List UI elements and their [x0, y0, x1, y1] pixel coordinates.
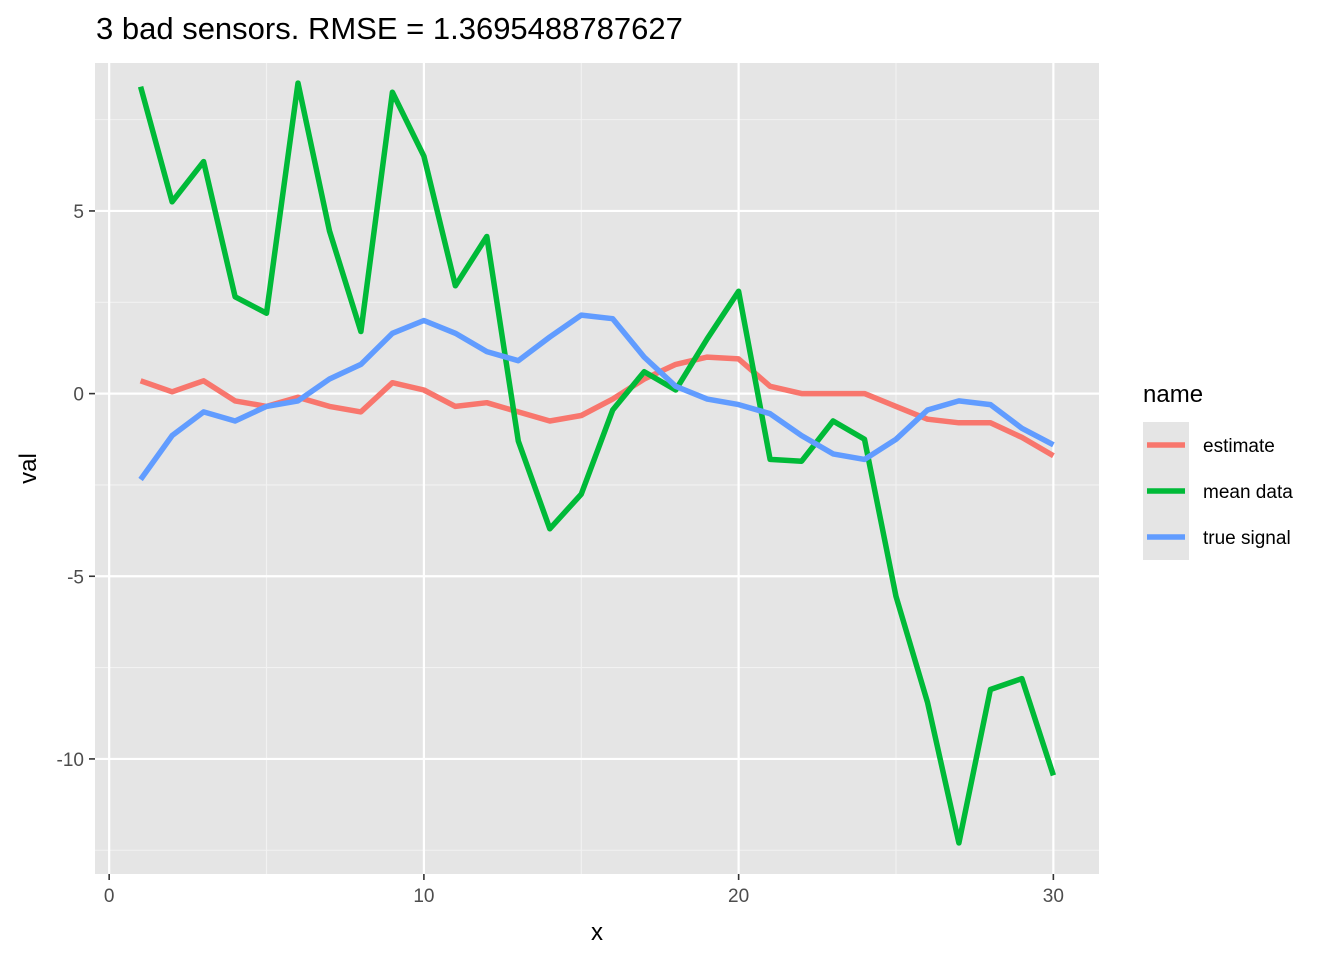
series-line-mean-data — [137, 80, 1057, 846]
legend-label-true-signal: true signal — [1203, 528, 1291, 549]
y-axis-title: val — [15, 453, 42, 484]
x-tick-label: 0 — [104, 886, 115, 907]
minor-gridlines — [95, 63, 1099, 874]
plot-panel — [95, 63, 1099, 874]
legend-label-estimate: estimate — [1203, 436, 1275, 457]
series-lines — [137, 80, 1057, 846]
x-axis: 0 10 20 30 — [104, 874, 1064, 907]
x-axis-title: x — [591, 919, 603, 946]
legend: name estimate mean data true signal — [1143, 381, 1293, 560]
y-tick-label: -5 — [67, 567, 84, 588]
y-tick-label: 0 — [73, 385, 84, 406]
x-tick-label: 30 — [1043, 886, 1064, 907]
legend-title: name — [1143, 381, 1203, 408]
y-tick-label: 5 — [73, 202, 84, 223]
legend-label-mean-data: mean data — [1203, 482, 1293, 503]
y-axis: -10 -5 0 5 — [57, 202, 95, 771]
x-tick-label: 10 — [413, 886, 434, 907]
chart-title: 3 bad sensors. RMSE = 1.3695488787627 — [96, 11, 683, 46]
y-tick-label: -10 — [57, 750, 84, 771]
series-line-estimate — [139, 354, 1055, 459]
major-gridlines — [95, 63, 1099, 874]
x-tick-label: 20 — [728, 886, 749, 907]
series-line-true-signal — [138, 312, 1055, 482]
